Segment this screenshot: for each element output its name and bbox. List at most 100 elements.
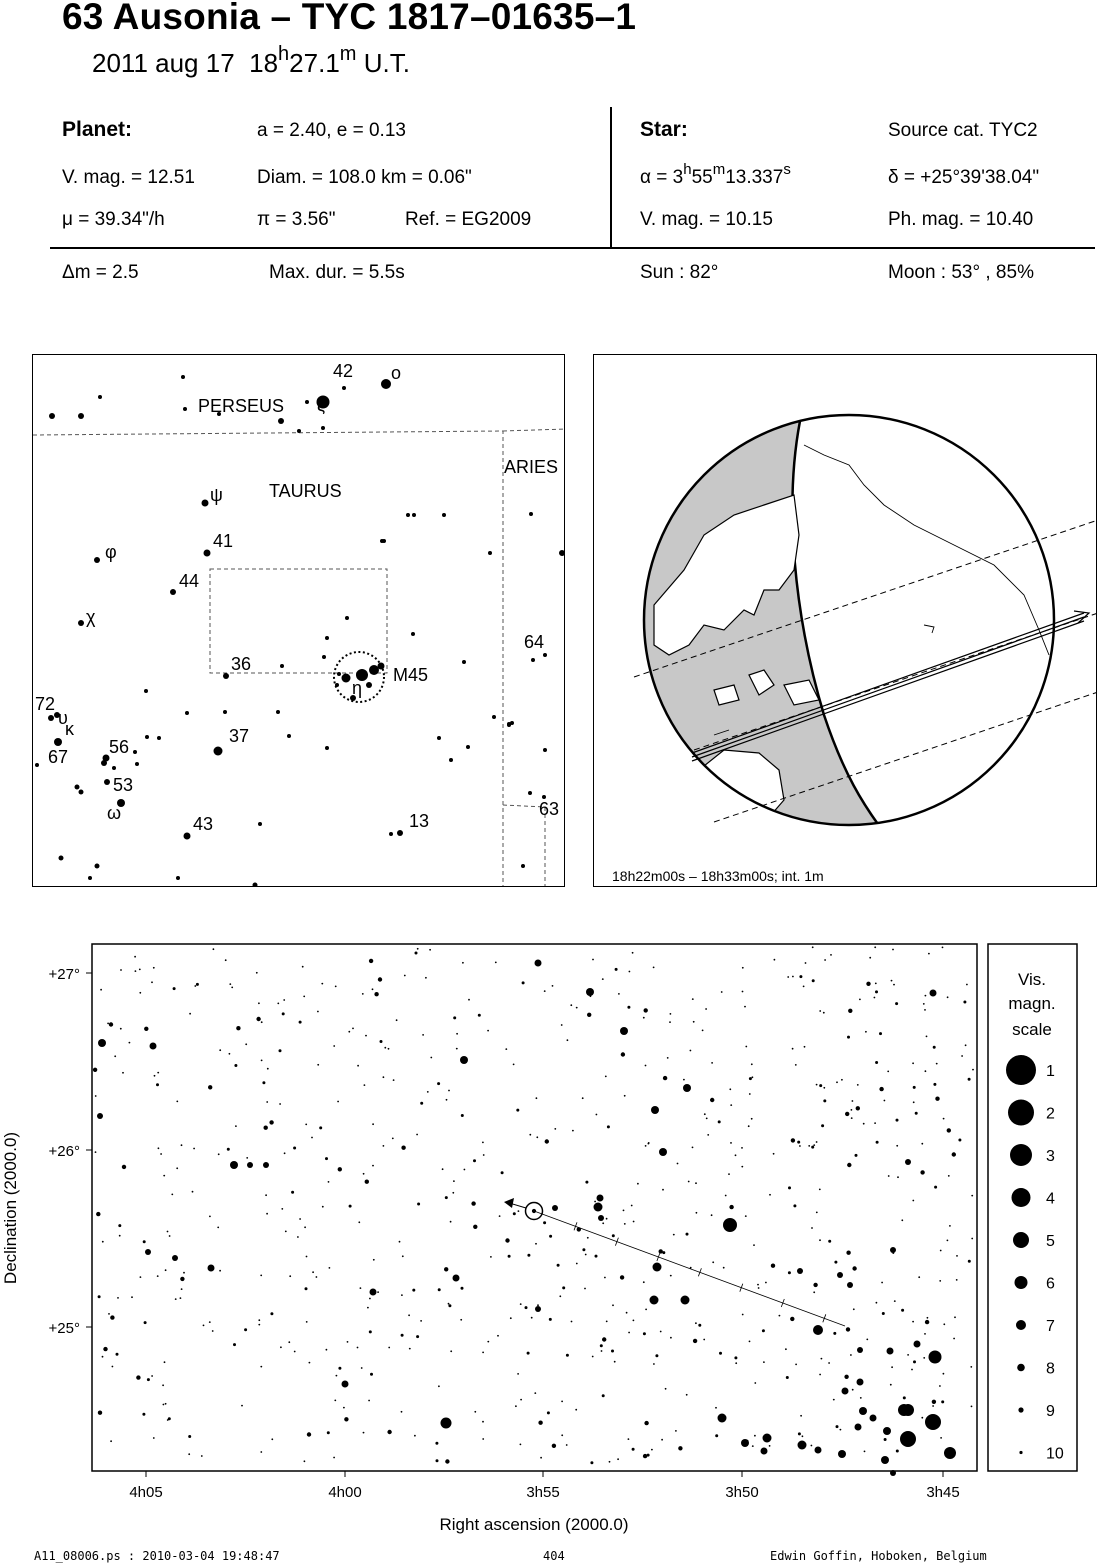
field-star: [741, 966, 744, 969]
field-star: [167, 1417, 171, 1421]
field-star: [357, 1064, 359, 1067]
finder-star: [58, 855, 64, 861]
field-star: [168, 1235, 171, 1237]
field-star: [612, 1304, 614, 1307]
bright-star: [929, 989, 937, 997]
field-star: [921, 1142, 924, 1145]
field-star: [266, 1101, 269, 1103]
field-star: [828, 1362, 830, 1364]
field-star: [875, 1061, 879, 1064]
bright-star: [440, 1417, 452, 1429]
field-star: [344, 1417, 349, 1422]
field-star: [902, 1396, 906, 1400]
path-tick: [698, 1268, 702, 1277]
constellation-taurus: TAURUS: [269, 481, 342, 501]
field-star: [228, 1052, 231, 1055]
field-star: [176, 1100, 179, 1103]
field-star: [874, 1122, 876, 1124]
field-star: [685, 1393, 688, 1396]
bright-star: [913, 1340, 921, 1348]
field-star: [835, 1425, 839, 1429]
field-star: [551, 985, 554, 987]
star-label: φ: [105, 542, 117, 562]
field-star: [715, 1406, 717, 1409]
field-star: [512, 1212, 516, 1216]
field-star: [655, 1354, 659, 1358]
field-star: [847, 1162, 852, 1168]
field-star: [912, 1085, 916, 1089]
finder-star: [49, 413, 55, 419]
field-star: [462, 961, 464, 964]
field-star: [859, 998, 861, 1001]
finder-star: [322, 655, 326, 659]
bright-star: [857, 1347, 863, 1353]
field-star: [859, 1397, 862, 1399]
field-star: [460, 1286, 464, 1290]
field-star: [94, 1095, 97, 1097]
star-label: 63: [539, 799, 559, 819]
field-star: [94, 1151, 97, 1153]
finder-star: [389, 832, 393, 836]
field-star: [748, 1077, 752, 1081]
field-star: [280, 1346, 282, 1349]
field-star: [217, 1153, 220, 1156]
bright-star: [881, 1456, 889, 1464]
field-star: [676, 1162, 679, 1165]
magnitude-label: 10: [1046, 1446, 1064, 1463]
field-star: [162, 1384, 165, 1387]
field-star: [581, 1097, 584, 1100]
field-star: [645, 1308, 647, 1311]
star-label: ο: [391, 363, 401, 383]
field-star: [453, 1016, 457, 1020]
finder-star: [325, 636, 329, 640]
field-star: [943, 1323, 946, 1326]
finder-star: [397, 830, 403, 836]
footer-page: 404: [543, 1549, 565, 1563]
field-star: [435, 1459, 439, 1463]
finder-star: [342, 386, 346, 390]
field-star: [233, 1343, 236, 1347]
field-star: [644, 1064, 647, 1067]
field-star: [191, 1190, 194, 1193]
finder-star: [78, 620, 84, 626]
field-star: [642, 1332, 646, 1336]
star-label: 36: [231, 654, 251, 674]
field-star: [828, 1239, 832, 1243]
field-star: [967, 1077, 971, 1081]
field-star: [707, 1134, 710, 1136]
field-star: [387, 1047, 390, 1050]
bright-star: [207, 1264, 215, 1272]
field-star: [543, 1221, 547, 1225]
field-star: [534, 1392, 537, 1394]
field-star: [507, 1254, 511, 1258]
field-star: [372, 1164, 374, 1167]
field-star: [748, 1093, 751, 1095]
field-star: [327, 1181, 330, 1183]
field-star: [363, 1084, 366, 1086]
field-star: [269, 1120, 274, 1125]
field-star: [416, 1133, 418, 1136]
field-star: [482, 1351, 484, 1354]
finder-star: [201, 499, 209, 507]
field-star: [521, 981, 525, 985]
bright-star: [149, 1042, 157, 1050]
field-star: [799, 975, 803, 979]
field-star: [500, 1171, 504, 1175]
finder-star: [35, 763, 39, 767]
field-star: [744, 1215, 747, 1217]
field-star: [631, 951, 634, 954]
finder-star: [252, 882, 258, 886]
field-star: [321, 1205, 324, 1208]
field-star: [195, 982, 199, 986]
field-star: [659, 1330, 662, 1333]
finder-star: [528, 791, 532, 795]
field-star: [229, 983, 232, 985]
field-star: [606, 1125, 610, 1129]
field-star: [918, 1276, 921, 1279]
field-star: [255, 971, 258, 974]
field-star: [188, 1453, 191, 1456]
field-star: [863, 1450, 866, 1453]
bright-star: [762, 1433, 772, 1443]
field-star: [601, 978, 604, 980]
field-star: [189, 1012, 192, 1015]
